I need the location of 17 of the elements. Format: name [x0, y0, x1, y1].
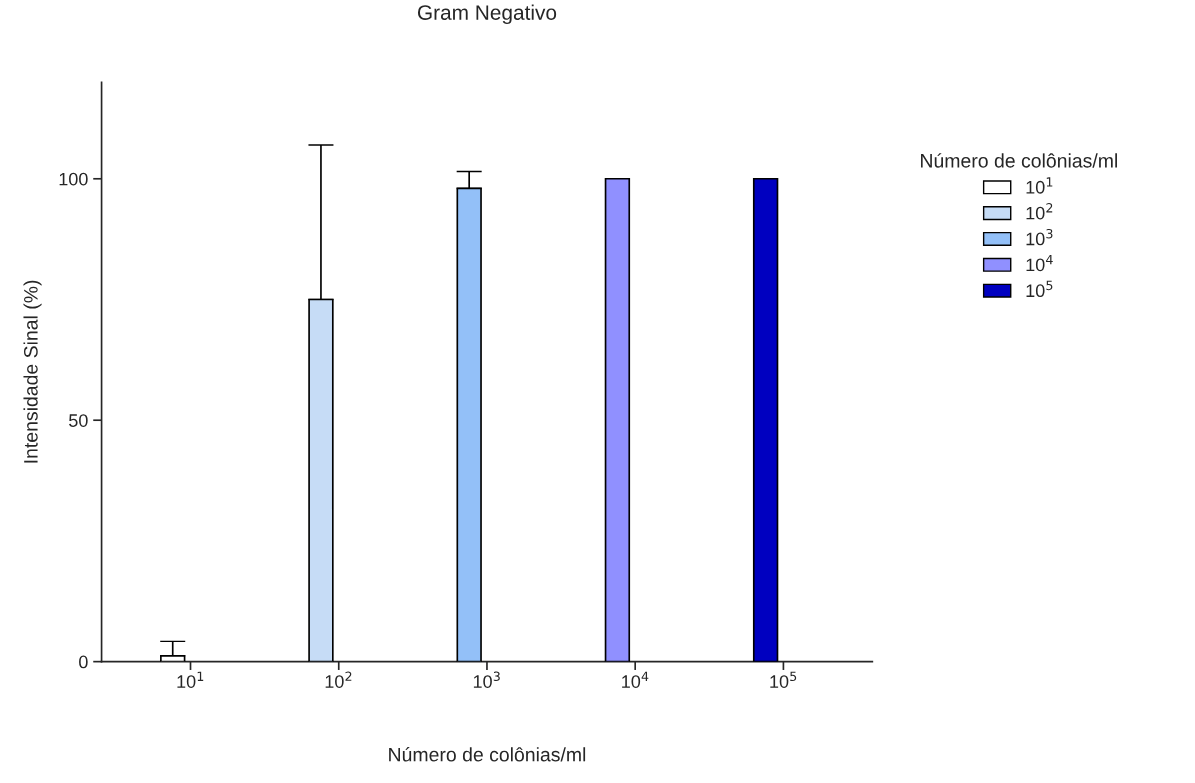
legend-label: 10$^{5}$	[1026, 280, 1053, 298]
legend-label: 10$^{1}$	[1026, 177, 1053, 194]
legend-label: 10$^{2}$	[1026, 203, 1053, 220]
legend-label: 10$^{3}$	[1026, 228, 1053, 246]
legend-label: 10$^{4}$	[1026, 254, 1053, 272]
x-tick-label: 10$^{5}$	[770, 671, 797, 688]
x-axis-title: Número de colônias/ml	[389, 746, 586, 762]
chart-title: Gram Negativo	[417, 4, 557, 25]
legend-title: Número de colônias/ml	[921, 153, 1117, 168]
y-tick-label: 0	[79, 655, 88, 669]
y-tick-label: 100	[59, 172, 88, 186]
x-tick-label: 10$^{2}$	[325, 671, 352, 688]
x-tick-label: 10$^{4}$	[622, 671, 649, 688]
x-tick-label: 10$^{1}$	[177, 671, 204, 688]
y-tick-label: 50	[69, 414, 88, 427]
y-axis-title: Intensidade Sinal (%)	[23, 280, 42, 463]
x-tick-label: 10$^{3}$	[473, 671, 500, 688]
